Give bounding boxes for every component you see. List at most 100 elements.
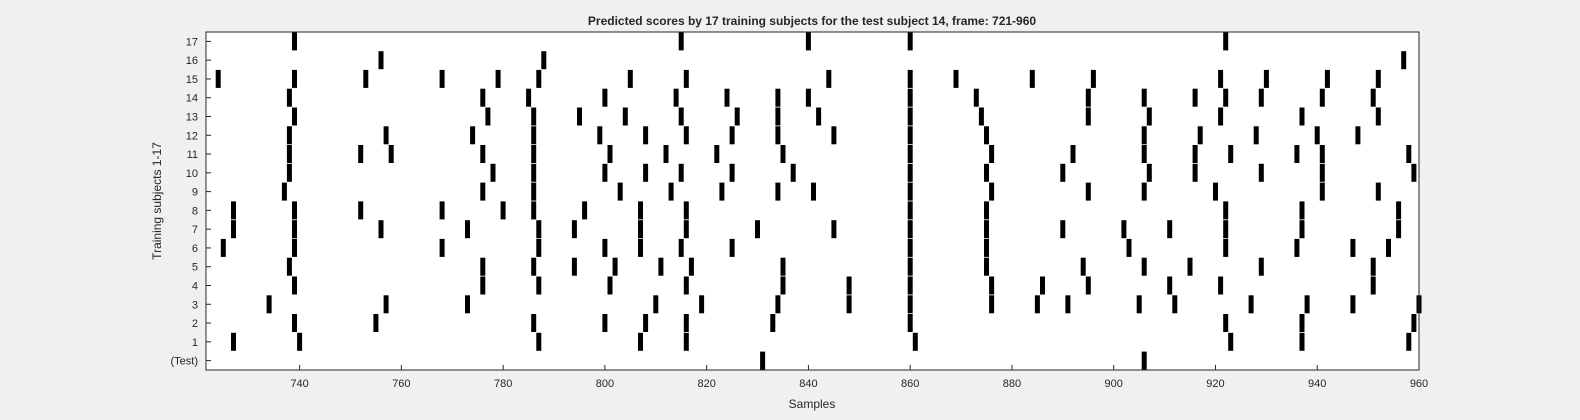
spike-mark <box>1314 126 1320 145</box>
spike-mark <box>775 295 781 314</box>
spike-mark <box>978 107 984 126</box>
spike-mark <box>495 69 501 88</box>
spike-mark <box>678 163 684 182</box>
spike-mark <box>1370 88 1376 107</box>
spike-mark <box>1080 257 1086 276</box>
spike-mark <box>1085 182 1091 201</box>
x-tick-label: 840 <box>799 378 817 390</box>
spike-mark <box>378 220 384 239</box>
spike-mark <box>1141 351 1147 370</box>
spike-mark <box>465 220 470 239</box>
y-tick-label: 4 <box>192 281 198 293</box>
spike-mark <box>439 238 445 257</box>
spike-mark <box>780 257 786 276</box>
spike-mark <box>526 88 532 107</box>
spike-mark <box>1324 69 1330 88</box>
spike-mark <box>678 32 684 51</box>
spike-mark <box>907 201 913 220</box>
x-tick-label: 780 <box>494 378 512 390</box>
spike-mark <box>729 126 735 145</box>
spike-mark <box>292 220 297 239</box>
spike-mark <box>1187 257 1193 276</box>
spike-mark <box>638 201 643 220</box>
spike-mark <box>266 295 272 314</box>
spike-mark <box>643 314 649 332</box>
spike-mark <box>607 145 613 163</box>
spike-mark <box>1411 163 1417 182</box>
spike-mark <box>1029 69 1035 88</box>
spike-mark <box>231 220 236 239</box>
spike-mark <box>536 238 542 257</box>
spike-mark <box>582 201 588 220</box>
spike-mark <box>1034 295 1040 314</box>
spike-mark <box>699 295 705 314</box>
spike-mark <box>1406 332 1412 351</box>
spike-mark <box>531 314 537 332</box>
spike-mark <box>683 69 689 88</box>
spike-mark <box>1319 163 1325 182</box>
spike-mark <box>1218 69 1224 88</box>
spike-mark <box>907 276 913 295</box>
spike-mark <box>1218 276 1224 295</box>
spike-mark <box>1350 238 1356 257</box>
spike-mark <box>760 351 766 370</box>
spike-mark <box>1411 314 1417 332</box>
spike-mark <box>984 201 989 220</box>
spike-mark <box>363 69 369 88</box>
spike-mark <box>1141 257 1147 276</box>
spike-mark <box>612 257 618 276</box>
spike-mark <box>1085 107 1091 126</box>
spike-mark <box>683 201 689 220</box>
spike-mark <box>907 314 913 332</box>
spike-mark <box>984 257 989 276</box>
spike-mark <box>811 182 816 201</box>
spike-mark <box>989 295 995 314</box>
spike-mark <box>790 163 796 182</box>
spike-mark <box>1070 145 1076 163</box>
y-tick-label: 14 <box>186 93 198 105</box>
spike-mark <box>571 257 577 276</box>
spike-mark <box>953 69 959 88</box>
spike-mark <box>220 238 226 257</box>
spike-mark <box>1223 220 1229 239</box>
spike-mark <box>734 107 740 126</box>
spike-mark <box>1223 32 1229 51</box>
y-tick-label: 5 <box>192 262 198 274</box>
spike-mark <box>907 69 913 88</box>
spike-mark <box>1294 145 1300 163</box>
spike-mark <box>597 126 603 145</box>
spike-mark <box>638 332 643 351</box>
x-tick-label: 760 <box>392 378 410 390</box>
spike-mark <box>1299 107 1305 126</box>
spike-mark <box>1060 163 1066 182</box>
spike-mark <box>831 220 837 239</box>
spike-mark <box>846 276 852 295</box>
spike-mark <box>480 257 486 276</box>
y-tick-label: 9 <box>192 187 198 199</box>
spike-mark <box>617 182 623 201</box>
spike-mark <box>286 163 292 182</box>
spike-mark <box>1223 238 1229 257</box>
spike-mark <box>1141 126 1147 145</box>
spike-mark <box>1141 145 1147 163</box>
spike-mark <box>531 257 537 276</box>
spike-mark <box>688 257 694 276</box>
spike-mark <box>724 88 730 107</box>
spike-mark <box>816 107 822 126</box>
spike-mark <box>480 88 486 107</box>
spike-mark <box>1375 182 1381 201</box>
spike-mark <box>1299 332 1305 351</box>
plot-box <box>205 31 1420 371</box>
spike-mark <box>292 69 297 88</box>
spike-mark <box>1167 220 1173 239</box>
spike-mark <box>292 314 297 332</box>
spike-mark <box>663 145 669 163</box>
spike-mark <box>683 332 689 351</box>
y-tick-label: 8 <box>192 205 198 217</box>
spike-mark <box>1141 182 1147 201</box>
y-tick-label: 15 <box>186 74 198 86</box>
spike-mark <box>668 182 674 201</box>
spike-mark <box>1258 257 1264 276</box>
y-tick-label: 7 <box>192 224 198 236</box>
spike-mark <box>602 163 608 182</box>
